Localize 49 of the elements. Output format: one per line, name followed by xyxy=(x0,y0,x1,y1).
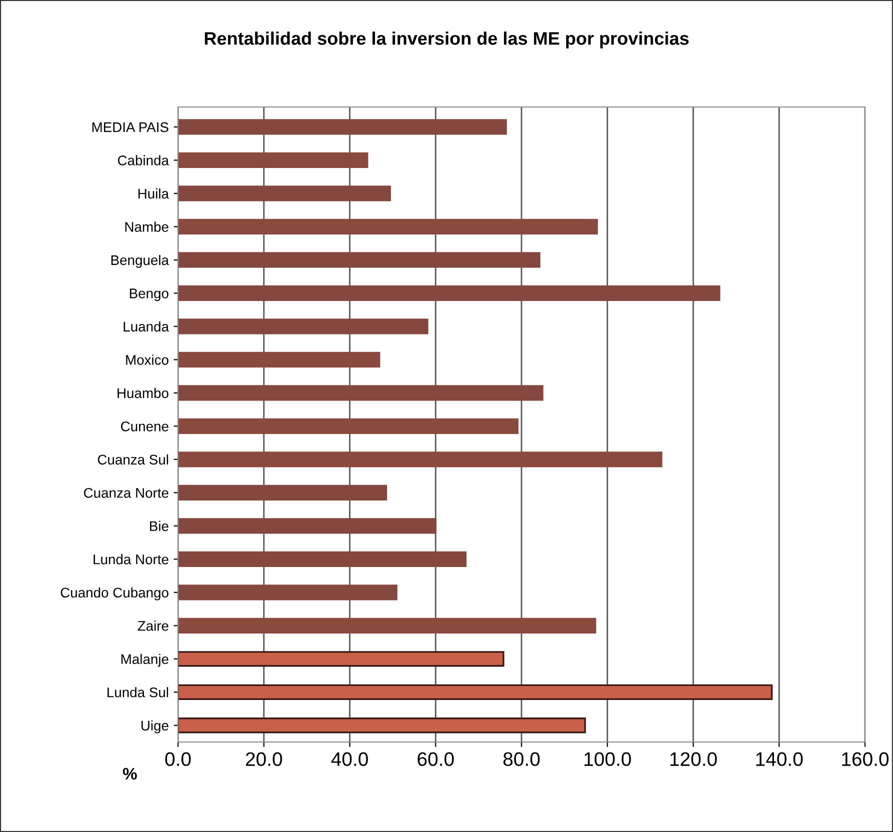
y-tick-label: Cuando Cubango xyxy=(60,587,168,600)
y-tick-label: Cuanza Norte xyxy=(84,488,168,498)
y-tick-label: Nambe xyxy=(125,222,168,232)
y-tick-label: Huambo xyxy=(118,388,168,398)
y-tick-label: Moxico xyxy=(126,354,168,365)
y-tick-label: Bie xyxy=(150,520,168,532)
bar xyxy=(178,651,504,667)
bar xyxy=(178,551,467,567)
bar xyxy=(178,352,380,368)
bar xyxy=(178,385,544,401)
x-tick-label: 60.0 xyxy=(418,752,454,766)
x-tick-label: 160.0 xyxy=(842,752,889,766)
bar xyxy=(178,484,388,500)
x-tick-label: 140.0 xyxy=(756,752,803,766)
x-axis-title: % xyxy=(122,768,137,780)
y-tick-label: Zaire xyxy=(138,620,168,631)
bar xyxy=(178,285,720,301)
bar xyxy=(178,584,398,600)
y-tick-label: Uige xyxy=(141,720,168,734)
y-tick-label: Cabinda xyxy=(118,155,169,166)
bar xyxy=(178,418,518,434)
y-tick-label: Malanje xyxy=(121,654,168,667)
bar xyxy=(178,186,391,202)
x-tick-label: 20.0 xyxy=(246,752,282,766)
bar xyxy=(178,252,540,268)
bar xyxy=(178,684,773,700)
y-tick-label: Lunda Norte xyxy=(94,554,168,564)
bar xyxy=(178,518,436,534)
bar xyxy=(178,618,596,634)
y-tick-label: Cuanza Sul xyxy=(98,454,168,465)
bar xyxy=(178,218,598,235)
bar xyxy=(178,718,586,734)
x-tick-label: 80.0 xyxy=(503,752,540,766)
y-tick-label: MEDIA PAIS xyxy=(92,122,168,132)
x-tick-label: 40.0 xyxy=(331,752,368,766)
x-tick-label: 0.0 xyxy=(165,752,191,766)
y-tick-label: Cunene xyxy=(121,421,168,432)
y-tick-label: Lunda Sul xyxy=(108,687,168,698)
y-tick-label: Bengo xyxy=(130,288,168,302)
y-tick-label: Benguela xyxy=(111,254,169,268)
y-tick-label: Huila xyxy=(138,188,169,199)
x-tick-label: 100.0 xyxy=(584,752,631,766)
chart-title: Rentabilidad sobre la inversion de las ME por provincias xyxy=(204,32,689,48)
bar xyxy=(178,318,428,334)
x-tick-label: 120.0 xyxy=(670,752,717,766)
bar xyxy=(178,152,368,168)
bar xyxy=(178,119,507,135)
bar xyxy=(178,452,662,468)
y-tick-label: Luanda xyxy=(124,321,169,332)
